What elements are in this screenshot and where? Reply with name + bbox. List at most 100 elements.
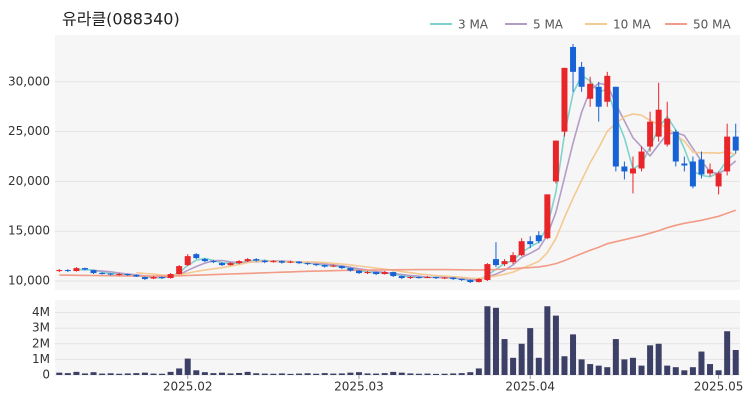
volume-bar xyxy=(604,367,611,375)
candle-body xyxy=(518,241,525,256)
candle-body xyxy=(278,261,285,263)
candle-body xyxy=(355,270,362,274)
volume-bar xyxy=(655,343,662,375)
candle-body xyxy=(321,265,328,267)
price-panel xyxy=(55,35,740,290)
volume-bar xyxy=(724,331,731,375)
volume-bar xyxy=(304,373,311,375)
chart-title: 유라클(088340) xyxy=(62,10,180,29)
volume-tick-label: 3M xyxy=(32,321,50,335)
legend-label: 5 MA xyxy=(533,18,564,32)
candle-body xyxy=(330,265,337,267)
candle-body xyxy=(492,259,499,266)
candle-body xyxy=(364,272,371,274)
candle-body xyxy=(184,256,191,266)
candle-body xyxy=(236,261,243,264)
candle-body xyxy=(629,168,636,174)
candle-body xyxy=(150,277,157,279)
volume-bar xyxy=(321,373,328,375)
volume-bar xyxy=(201,372,208,375)
volume-bar xyxy=(287,373,294,375)
candle-body xyxy=(64,270,71,272)
legend-label: 3 MA xyxy=(458,18,489,32)
volume-bar xyxy=(107,373,114,375)
candle-body xyxy=(698,159,705,175)
candle-body xyxy=(647,121,654,147)
volume-bar xyxy=(381,373,388,375)
candle-body xyxy=(218,263,225,266)
candle-body xyxy=(715,173,722,187)
candle-body xyxy=(570,46,577,72)
candle-body xyxy=(133,275,140,277)
candle-body xyxy=(458,279,465,281)
candle-body xyxy=(664,118,671,145)
candle-body xyxy=(124,274,131,276)
y-tick-label: 25,000 xyxy=(8,124,50,138)
volume-bar xyxy=(364,373,371,375)
volume-bar xyxy=(664,365,671,375)
candle-body xyxy=(244,259,251,262)
candle-body xyxy=(338,266,345,269)
x-tick-label: 2025.05 xyxy=(694,380,744,394)
volume-bar xyxy=(492,307,499,375)
candle-body xyxy=(467,280,474,283)
volume-bar xyxy=(253,373,260,375)
candle-body xyxy=(159,277,166,279)
y-tick-label: 10,000 xyxy=(8,274,50,288)
volume-bar xyxy=(715,370,722,375)
y-tick-label: 20,000 xyxy=(8,174,50,188)
candle-body xyxy=(167,274,174,279)
candle-body xyxy=(621,166,628,172)
candle-body xyxy=(347,268,354,271)
candle-body xyxy=(433,277,440,279)
candle-body xyxy=(535,235,542,242)
volume-bar xyxy=(527,328,534,375)
volume-bar xyxy=(390,371,397,375)
candle-body xyxy=(107,273,114,275)
volume-bar xyxy=(56,372,63,375)
volume-bar xyxy=(561,356,568,375)
volume-bar xyxy=(159,373,166,375)
candle-body xyxy=(450,277,457,280)
volume-bar xyxy=(407,373,414,375)
candle-body xyxy=(672,131,679,162)
candle-body xyxy=(707,169,714,174)
volume-bar xyxy=(672,367,679,375)
volume-bar xyxy=(475,368,482,375)
volume-bar xyxy=(227,373,234,375)
volume-bar xyxy=(296,373,303,375)
ma-line xyxy=(76,74,737,282)
candle-body xyxy=(287,261,294,263)
volume-bar xyxy=(261,373,268,375)
candle-body xyxy=(56,270,63,272)
candle-body xyxy=(527,241,534,245)
volume-bar xyxy=(278,373,285,375)
candle-body xyxy=(99,273,106,275)
candle-body xyxy=(587,83,594,99)
volume-bar xyxy=(698,351,705,375)
volume-bar xyxy=(236,372,243,375)
candle-body xyxy=(201,259,208,262)
volume-bar xyxy=(621,359,628,375)
volume-bar xyxy=(595,365,602,375)
x-tick-label: 2025.03 xyxy=(334,380,384,394)
volume-bar xyxy=(458,373,465,375)
candle-body xyxy=(604,75,611,102)
volume-bar xyxy=(424,373,431,375)
candle-body xyxy=(475,279,482,283)
candle-body xyxy=(732,136,739,151)
candle-body xyxy=(501,261,508,265)
volume-bar xyxy=(612,339,619,375)
candle-body xyxy=(261,260,268,263)
volume-tick-label: 4M xyxy=(32,305,50,319)
candle-body xyxy=(578,66,585,87)
candle-body xyxy=(253,259,260,261)
candle-body xyxy=(407,277,414,279)
x-tick-label: 2025.02 xyxy=(163,380,213,394)
volume-bar xyxy=(681,370,688,375)
volume-bar xyxy=(587,364,594,375)
volume-bar xyxy=(552,315,559,375)
candle-body xyxy=(296,261,303,264)
x-tick-label: 2025.04 xyxy=(505,380,555,394)
